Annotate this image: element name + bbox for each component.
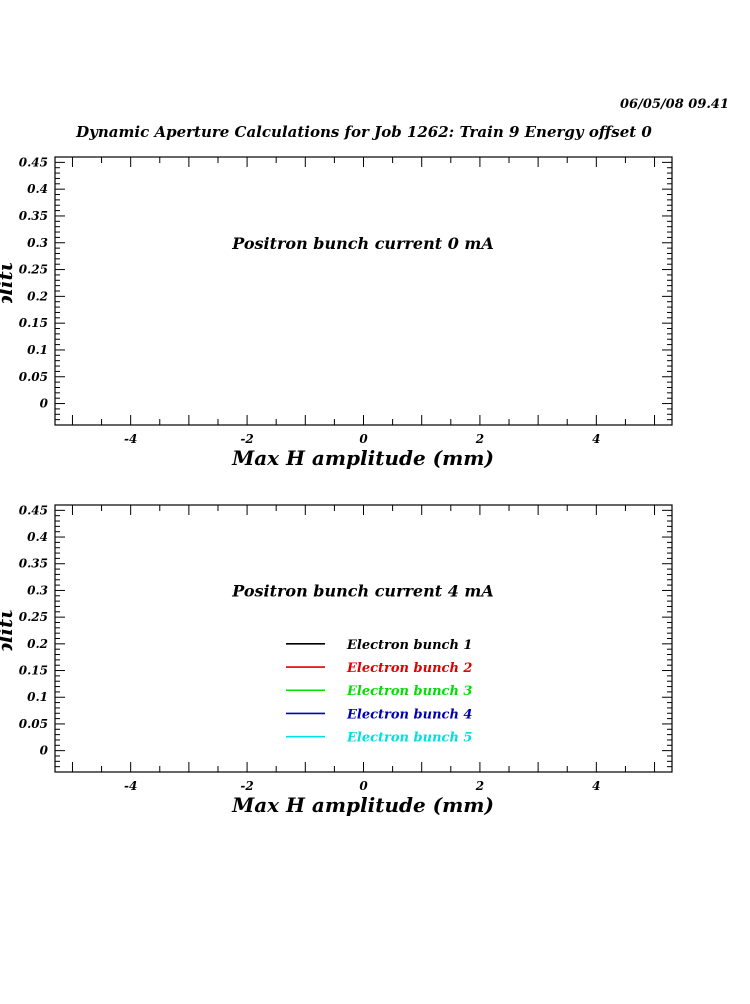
x-tick-labels: -4 -2 0 2 4	[124, 432, 601, 446]
y-tick-label: 0.4	[27, 182, 48, 196]
x-tick-label: -2	[240, 779, 253, 793]
y-tick-label: 0	[40, 397, 49, 411]
x-tick-label: 4	[592, 779, 600, 793]
legend-label: Electron bunch 4	[346, 707, 472, 722]
x-tick-label: 2	[475, 779, 484, 793]
y-tick-label: 0.2	[27, 289, 48, 303]
x-tick-label: -4	[124, 779, 137, 793]
y-tick-label: 0.15	[19, 664, 48, 678]
x-tick-label: -4	[124, 432, 137, 446]
current-annotation: Positron bunch current 4 mA	[231, 581, 494, 600]
x-tick-label: 2	[475, 432, 484, 446]
legend-label: Electron bunch 2	[346, 661, 472, 676]
x-tick-labels: -4 -2 0 2 4	[124, 779, 601, 793]
y-tick-label: 0.3	[27, 236, 48, 250]
tick-marks	[55, 504, 672, 773]
y-tick-label: 0.25	[19, 263, 48, 277]
figure-title: Dynamic Aperture Calculations for Job 12…	[75, 123, 652, 141]
plot-panel-1: 0 0.05 0.1 0.15 0.2 0.25 0.3 0.35 0.4 0.45 -4 -2 0 2…	[0, 155, 673, 470]
y-axis-title: Max V amplitude (mm)	[0, 162, 17, 421]
x-axis-title: Max H amplitude (mm)	[231, 446, 494, 470]
y-tick-labels: 0 0.05 0.1 0.15 0.2 0.25 0.3 0.35 0.4 0.45	[19, 503, 49, 757]
plot-panel-2: 0 0.05 0.1 0.15 0.2 0.25 0.3 0.35 0.4 0.45 -4 -2 0 2…	[0, 503, 673, 817]
datetime-stamp: 06/05/08 09.41	[620, 97, 729, 112]
y-tick-labels: 0 0.05 0.1 0.15 0.2 0.25 0.3 0.35 0.4 0.45	[19, 155, 49, 410]
y-tick-label: 0	[40, 744, 49, 758]
plot-frame	[54, 156, 673, 426]
x-axis-title: Max H amplitude (mm)	[231, 793, 494, 817]
y-tick-label: 0.35	[19, 209, 48, 223]
y-tick-label: 0.05	[19, 717, 48, 731]
legend: Electron bunch 1 Electron bunch 2 Electron…	[286, 638, 472, 746]
y-axis-title: Max V amplitude (mm)	[0, 509, 17, 768]
y-tick-label: 0.05	[19, 370, 48, 384]
tick-marks	[55, 156, 672, 426]
y-tick-label: 0.35	[19, 557, 48, 571]
y-tick-label: 0.3	[27, 583, 48, 597]
x-tick-label: 4	[592, 432, 600, 446]
y-tick-label: 0.45	[19, 503, 48, 517]
x-tick-label: 0	[359, 432, 368, 446]
y-tick-label: 0.4	[27, 530, 48, 544]
legend-label: Electron bunch 5	[346, 731, 472, 746]
y-tick-label: 0.1	[27, 343, 48, 357]
legend-label: Electron bunch 3	[346, 684, 472, 699]
x-tick-label: 0	[359, 779, 368, 793]
y-tick-label: 0.25	[19, 610, 48, 624]
y-tick-label: 0.1	[27, 690, 48, 704]
y-tick-label: 0.45	[19, 155, 48, 169]
y-tick-label: 0.15	[19, 316, 48, 330]
legend-label: Electron bunch 1	[346, 638, 472, 653]
x-tick-label: -2	[240, 432, 253, 446]
y-tick-label: 0.2	[27, 637, 48, 651]
current-annotation: Positron bunch current 0 mA	[231, 234, 494, 253]
